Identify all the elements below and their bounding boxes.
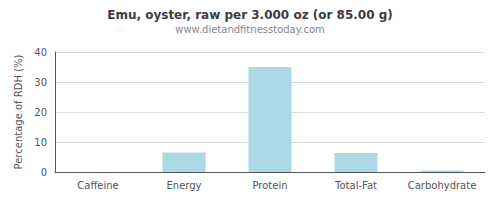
svg-text:Carbohydrate: Carbohydrate <box>408 180 477 191</box>
svg-text:www.dietandfitnesstoday.com: www.dietandfitnesstoday.com <box>175 24 324 35</box>
svg-text:Protein: Protein <box>252 180 287 191</box>
svg-text:30: 30 <box>34 77 47 88</box>
svg-text:20: 20 <box>34 107 47 118</box>
svg-text:10: 10 <box>34 137 47 148</box>
svg-text:40: 40 <box>34 47 47 58</box>
svg-text:Emu, oyster, raw per 3.000 oz: Emu, oyster, raw per 3.000 oz (or 85.00 … <box>107 8 393 22</box>
svg-text:Percentage of RDH (%): Percentage of RDH (%) <box>13 54 24 169</box>
svg-text:0: 0 <box>41 167 47 178</box>
svg-text:Energy: Energy <box>166 180 201 191</box>
svg-text:Total-Fat: Total-Fat <box>334 180 377 191</box>
svg-text:Caffeine: Caffeine <box>77 180 118 191</box>
